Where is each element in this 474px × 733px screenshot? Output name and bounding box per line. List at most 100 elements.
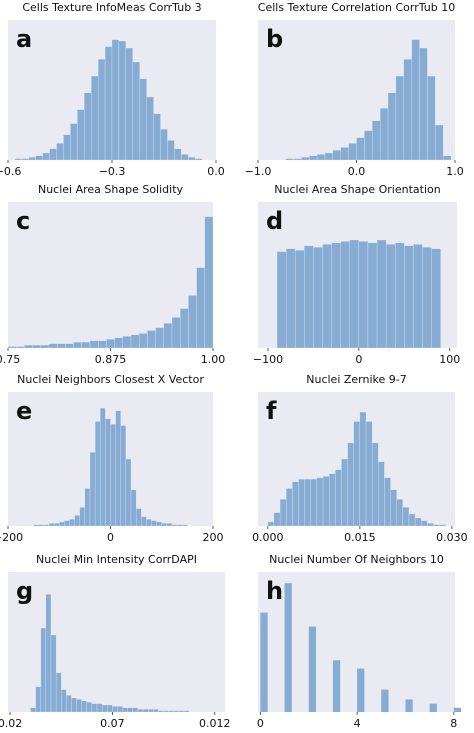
bar — [107, 704, 113, 713]
panel-title: Nuclei Area Shape Solidity — [38, 183, 184, 196]
bar — [371, 442, 379, 527]
bar — [57, 343, 66, 349]
bar — [347, 442, 354, 527]
bar — [35, 686, 41, 713]
bar — [385, 244, 396, 349]
x-tick-label: −0.3 — [99, 165, 126, 178]
bar — [316, 477, 324, 527]
bar — [402, 507, 410, 527]
x-tick-label: 0 — [107, 531, 114, 544]
bar — [331, 242, 341, 349]
bar — [49, 148, 57, 161]
bar — [81, 342, 91, 349]
bar — [195, 158, 203, 161]
bar — [96, 703, 103, 713]
bar — [166, 523, 173, 527]
bar — [132, 707, 139, 713]
bar — [376, 239, 387, 349]
bar — [183, 710, 190, 713]
bar — [267, 521, 275, 527]
bar — [139, 78, 147, 161]
bar — [178, 710, 185, 713]
bar — [396, 499, 403, 527]
panel-letter: h — [266, 577, 283, 605]
bar — [73, 342, 82, 349]
bar — [408, 513, 416, 527]
bar — [414, 517, 422, 527]
bar — [433, 524, 440, 527]
bar — [171, 524, 178, 527]
bar — [329, 473, 336, 527]
bar — [286, 248, 296, 349]
bar — [141, 516, 147, 527]
bar — [125, 458, 132, 527]
bar — [125, 47, 133, 161]
panel-letter: d — [266, 207, 283, 235]
bar — [102, 704, 108, 713]
bar — [378, 461, 385, 527]
bar — [364, 130, 373, 161]
bar — [110, 424, 116, 527]
bar — [260, 612, 268, 712]
bar — [50, 634, 57, 713]
bar — [381, 689, 389, 712]
bar — [405, 699, 413, 712]
bar — [304, 478, 311, 527]
bar — [279, 499, 287, 527]
bar — [158, 710, 164, 713]
x-tick-label: 0.0 — [207, 165, 225, 178]
bar — [70, 123, 78, 161]
bar — [104, 46, 113, 161]
panel-letter: g — [16, 577, 33, 605]
bar — [153, 709, 159, 713]
bar — [439, 524, 446, 527]
bar — [196, 267, 205, 349]
bar — [59, 521, 65, 527]
bar — [117, 706, 123, 713]
bar — [357, 668, 365, 712]
bar — [14, 158, 23, 161]
bar — [284, 583, 292, 712]
bar — [308, 626, 317, 712]
panel-title: Nuclei Min Intensity CorrDAPI — [36, 553, 197, 566]
bar — [61, 689, 67, 713]
bar — [100, 407, 106, 527]
bar — [40, 627, 47, 713]
bar — [285, 158, 294, 161]
x-tick-label: 0.030 — [436, 531, 468, 544]
bar — [148, 709, 154, 713]
bar — [146, 96, 154, 161]
bar — [332, 150, 341, 161]
bar — [106, 339, 115, 349]
bar — [130, 489, 137, 527]
bar — [309, 155, 318, 161]
panel-title: Nuclei Area Shape Orientation — [274, 183, 441, 196]
bar — [167, 140, 175, 161]
bar — [358, 241, 369, 349]
bar — [395, 75, 404, 161]
bar — [286, 488, 293, 527]
bar — [7, 346, 17, 349]
bar — [348, 143, 357, 161]
x-tick-label: 0 — [257, 717, 264, 730]
bar — [313, 247, 323, 349]
bar — [367, 242, 378, 349]
panel-letter: a — [16, 25, 32, 53]
panel-title: Nuclei Neighbors Closest X Vector — [17, 373, 204, 386]
x-tick-label: 1.0 — [446, 165, 464, 178]
bar — [173, 710, 180, 713]
bar — [155, 327, 164, 349]
bar — [188, 295, 197, 349]
bar — [40, 344, 50, 349]
bar — [372, 120, 381, 161]
bar — [443, 155, 452, 161]
bar — [66, 695, 72, 713]
x-tick-label: 200 — [203, 531, 224, 544]
bar — [422, 247, 432, 349]
bar — [142, 709, 149, 713]
bar — [89, 340, 99, 349]
bar — [163, 323, 173, 349]
bar — [419, 47, 428, 161]
bar — [94, 421, 101, 527]
